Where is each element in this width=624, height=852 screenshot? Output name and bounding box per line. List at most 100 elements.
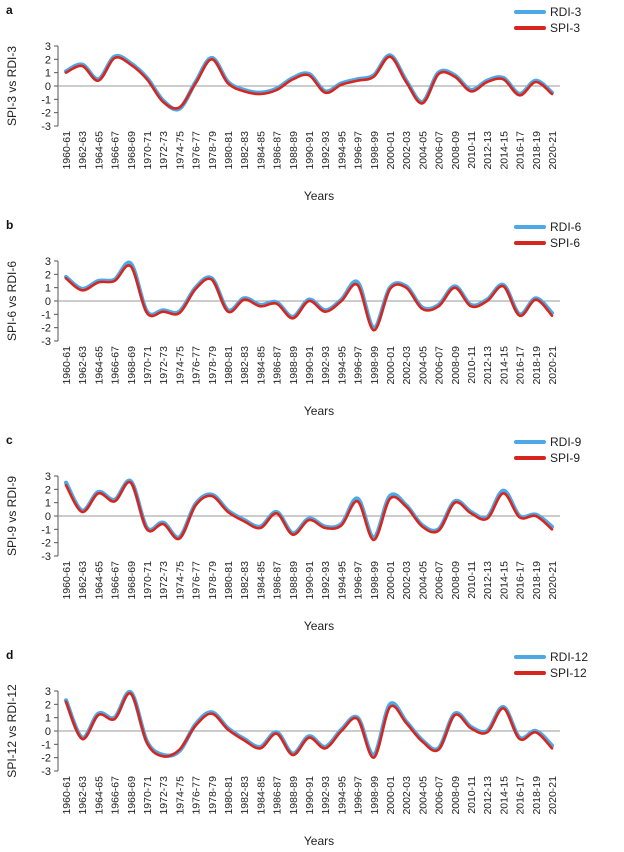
x-tick-label: 1992-93 [320, 776, 332, 815]
x-tick-label: 1966-67 [110, 561, 122, 600]
y-tick-label: -2 [41, 538, 51, 550]
x-tick-label: 1996-97 [353, 131, 365, 170]
x-tick-label: 2010-11 [466, 131, 478, 169]
x-tick-label: 1962-63 [77, 561, 89, 600]
x-tick-label: 1974-75 [174, 561, 186, 600]
y-tick-label: -1 [41, 309, 51, 321]
panel-d: d -3-2 -101 23 SPI-12 vs RDI-12 1960-61 1962-6… [5, 648, 588, 848]
y-tick-label: -3 [41, 336, 51, 348]
x-tick-label: 1992-93 [320, 561, 332, 600]
x-tick-label: 2006-07 [434, 561, 446, 600]
x-tick-label: 2006-07 [434, 346, 446, 385]
x-tick-label: 2020-21 [547, 776, 559, 815]
x-tick-label: 1978-79 [207, 131, 219, 170]
x-tick-label: 1980-81 [223, 776, 235, 815]
x-tick-label: 1968-69 [126, 776, 138, 815]
x-tick-label: 2016-17 [515, 561, 527, 600]
x-tick-label: 2020-21 [547, 131, 559, 170]
x-tick-label: 2012-13 [482, 561, 494, 600]
y-tick-label: -3 [41, 121, 51, 133]
x-tick-label: 1970-71 [142, 131, 154, 170]
y-tick-label: -2 [41, 108, 51, 120]
x-tick-label: 1994-95 [336, 776, 348, 815]
legend: RDI-3 SPI-3 [514, 5, 582, 35]
x-tick-label: 1976-77 [191, 346, 203, 385]
x-tick-label: 2004-05 [417, 561, 429, 600]
legend: RDI-9 SPI-9 [514, 435, 582, 465]
x-tick-label: 2002-03 [401, 131, 413, 170]
panel-a: a -3-2 -101 23 SPI-3 vs RDI-3 1960-61 1962-63 1… [5, 3, 582, 203]
legend-label-rdi-9: RDI-9 [550, 435, 582, 449]
series-line-rdi-6 [63, 260, 555, 330]
x-tick-label: 2012-13 [482, 131, 494, 170]
series-line-rdi-12 [63, 690, 555, 758]
y-tick-label: 0 [45, 511, 51, 523]
x-tick-label: 1974-75 [174, 346, 186, 385]
x-tick-label: 1994-95 [336, 131, 348, 170]
x-tick-label: 2008-09 [450, 776, 462, 815]
y-tick-label: -3 [41, 551, 51, 563]
x-tick-label: 1990-91 [304, 776, 316, 815]
x-tick-label: 1988-89 [288, 561, 300, 600]
y-tick-label: 3 [45, 471, 51, 483]
x-tick-label: 1988-89 [288, 776, 300, 815]
x-tick-label: 2014-15 [498, 776, 510, 815]
x-tick-label: 1984-85 [255, 131, 267, 170]
x-tick-label: 1966-67 [110, 131, 122, 170]
x-tick-label: 1962-63 [77, 131, 89, 170]
x-axis-title: Years [304, 404, 334, 418]
x-axis-title: Years [304, 189, 334, 203]
x-tick-label: 1980-81 [223, 561, 235, 600]
legend-label-rdi-12: RDI-12 [550, 650, 588, 664]
x-tick-label: 1986-87 [272, 131, 284, 170]
x-tick-label: 2018-19 [531, 776, 543, 815]
x-tick-label: 1982-83 [239, 131, 251, 170]
x-tick-label: 1986-87 [272, 346, 284, 385]
x-tick-label: 2004-05 [417, 131, 429, 170]
x-tick-label: 1998-99 [369, 776, 381, 815]
x-tick-label: 1982-83 [239, 776, 251, 815]
x-tick-label: 1986-87 [272, 561, 284, 600]
x-tick-label: 1964-65 [93, 131, 105, 170]
x-tick-label: 2014-15 [498, 561, 510, 600]
y-tick-label: 3 [45, 256, 51, 268]
y-tick-label: -2 [41, 323, 51, 335]
x-tick-label: 1970-71 [142, 561, 154, 600]
x-tick-label: 1996-97 [353, 346, 365, 385]
panel-letter-d: d [6, 648, 13, 662]
x-tick-label: 2000-01 [385, 776, 397, 815]
series-line-rdi-3 [63, 53, 555, 112]
series-line-spi-6 [64, 264, 554, 332]
x-tick-label: 1984-85 [255, 561, 267, 600]
legend: RDI-12 SPI-12 [514, 650, 588, 680]
x-tick-label: 2010-11 [466, 346, 478, 384]
x-tick-label: 1972-73 [158, 561, 170, 600]
x-tick-label: 1974-75 [174, 776, 186, 815]
series-line-spi-3 [64, 55, 554, 110]
panel-letter-b: b [6, 218, 13, 232]
y-tick-label: 2 [45, 484, 51, 496]
x-tick-label: 1998-99 [369, 346, 381, 385]
x-tick-label: 2006-07 [434, 131, 446, 170]
y-tick-label: 2 [45, 699, 51, 711]
y-tick-label: -1 [41, 94, 51, 106]
x-tick-label: 1980-81 [223, 346, 235, 385]
y-tick-label: 0 [45, 726, 51, 738]
legend-label-spi-9: SPI-9 [550, 451, 580, 465]
y-axis-title: SPI-6 vs RDI-6 [5, 261, 19, 341]
x-tick-label: 2002-03 [401, 776, 413, 815]
y-axis-title: SPI-12 vs RDI-12 [5, 684, 19, 778]
x-tick-label: 2004-05 [417, 346, 429, 385]
x-tick-label: 2014-15 [498, 346, 510, 385]
panel-b: b -3-2 -101 23 SPI-6 vs RDI-6 1960-61 1962-63 1… [5, 218, 582, 418]
x-tick-label: 1968-69 [126, 561, 138, 600]
series-line-spi-9 [64, 480, 554, 542]
x-tick-label: 2008-09 [450, 346, 462, 385]
x-tick-label: 2008-09 [450, 561, 462, 600]
x-tick-label: 1974-75 [174, 131, 186, 170]
x-tick-label: 1998-99 [369, 131, 381, 170]
x-tick-label: 1968-69 [126, 131, 138, 170]
x-tick-label: 1972-73 [158, 776, 170, 815]
x-tick-label: 1978-79 [207, 346, 219, 385]
